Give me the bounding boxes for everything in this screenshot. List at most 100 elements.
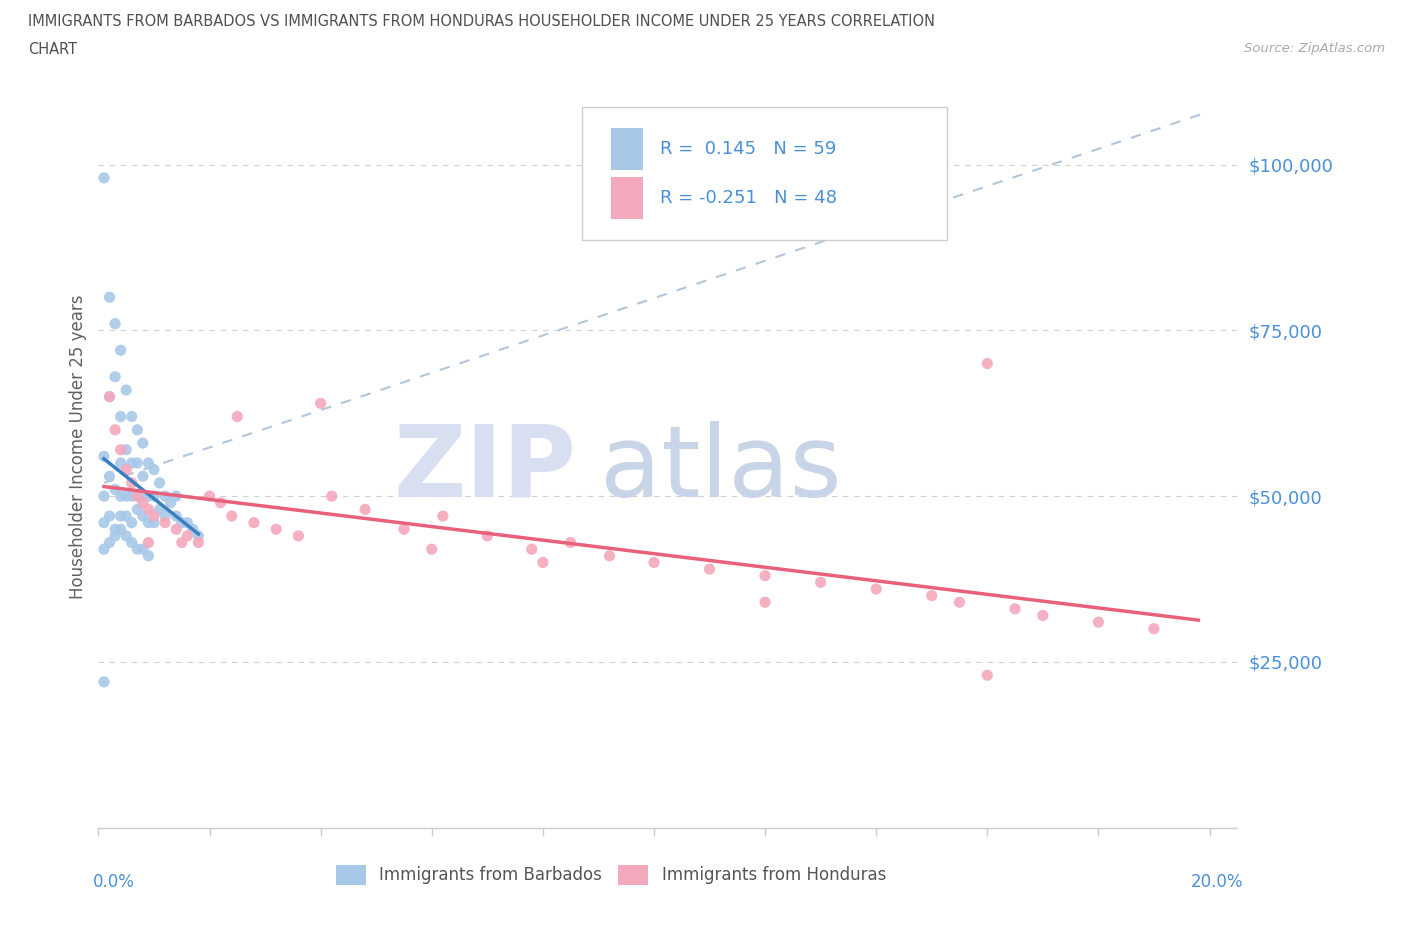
Point [1143, 621, 1166, 636]
Point [226, 409, 249, 424]
Text: atlas: atlas [599, 420, 841, 518]
Point [187, 528, 209, 543]
Point [110, 488, 132, 503]
Point [754, 595, 776, 610]
Point [432, 509, 454, 524]
Point [264, 522, 287, 537]
Point [115, 488, 138, 503]
Point [121, 456, 143, 471]
Point [121, 515, 143, 530]
Point [98, 469, 121, 484]
Point [1032, 608, 1054, 623]
Point [181, 522, 204, 537]
Point [104, 369, 127, 384]
Point [148, 475, 170, 490]
Point [110, 509, 132, 524]
Point [98, 390, 121, 405]
Point [110, 522, 132, 537]
Point [392, 522, 415, 537]
Point [138, 502, 160, 517]
Point [948, 595, 970, 610]
Point [165, 522, 187, 537]
Point [115, 528, 138, 543]
Point [176, 528, 198, 543]
Point [132, 469, 155, 484]
Point [921, 588, 943, 603]
Point [643, 555, 665, 570]
Point [104, 422, 127, 437]
Point [243, 515, 266, 530]
Point [165, 488, 187, 503]
Point [865, 581, 887, 596]
Point [165, 509, 187, 524]
Point [976, 668, 998, 683]
Text: 0.0%: 0.0% [93, 873, 135, 892]
Point [110, 443, 132, 458]
Point [127, 456, 149, 471]
Point [477, 528, 499, 543]
Point [93, 488, 115, 503]
Point [98, 535, 121, 550]
Point [209, 496, 232, 511]
FancyBboxPatch shape [612, 127, 643, 169]
Point [98, 509, 121, 524]
Text: Source: ZipAtlas.com: Source: ZipAtlas.com [1244, 42, 1385, 55]
Y-axis label: Householder Income Under 25 years: Householder Income Under 25 years [69, 294, 87, 599]
Point [153, 509, 176, 524]
Point [138, 488, 160, 503]
Point [143, 462, 166, 477]
Point [110, 409, 132, 424]
Point [115, 382, 138, 397]
Point [176, 515, 198, 530]
Point [132, 488, 155, 503]
Point [138, 549, 160, 564]
Point [121, 535, 143, 550]
Point [127, 422, 149, 437]
Point [115, 443, 138, 458]
Point [976, 356, 998, 371]
Point [520, 542, 543, 557]
Point [104, 528, 127, 543]
Point [187, 535, 209, 550]
Point [531, 555, 554, 570]
Point [560, 535, 582, 550]
Point [98, 290, 121, 305]
Point [221, 509, 243, 524]
Point [98, 390, 121, 405]
Point [104, 316, 127, 331]
Point [754, 568, 776, 583]
Point [115, 462, 138, 477]
Text: CHART: CHART [28, 42, 77, 57]
Point [599, 549, 621, 564]
Point [153, 488, 176, 503]
Point [121, 488, 143, 503]
Point [93, 515, 115, 530]
FancyBboxPatch shape [612, 178, 643, 219]
Point [138, 456, 160, 471]
Point [93, 674, 115, 689]
Point [810, 575, 832, 590]
Point [93, 170, 115, 185]
Legend: Immigrants from Barbados, Immigrants from Honduras: Immigrants from Barbados, Immigrants fro… [329, 858, 893, 892]
Point [1004, 602, 1026, 617]
Point [132, 542, 155, 557]
Point [127, 502, 149, 517]
Point [287, 528, 309, 543]
Point [127, 488, 149, 503]
Point [1087, 615, 1109, 630]
Point [115, 509, 138, 524]
Text: IMMIGRANTS FROM BARBADOS VS IMMIGRANTS FROM HONDURAS HOUSEHOLDER INCOME UNDER 25: IMMIGRANTS FROM BARBADOS VS IMMIGRANTS F… [28, 14, 935, 29]
Point [104, 522, 127, 537]
Point [309, 396, 332, 411]
Text: R =  0.145   N = 59: R = 0.145 N = 59 [659, 140, 837, 157]
Point [148, 502, 170, 517]
Point [321, 488, 343, 503]
Point [132, 435, 155, 450]
Point [153, 515, 176, 530]
Point [110, 456, 132, 471]
Text: ZIP: ZIP [394, 420, 576, 518]
FancyBboxPatch shape [582, 107, 946, 241]
Point [198, 488, 221, 503]
Point [143, 515, 166, 530]
Point [170, 515, 193, 530]
